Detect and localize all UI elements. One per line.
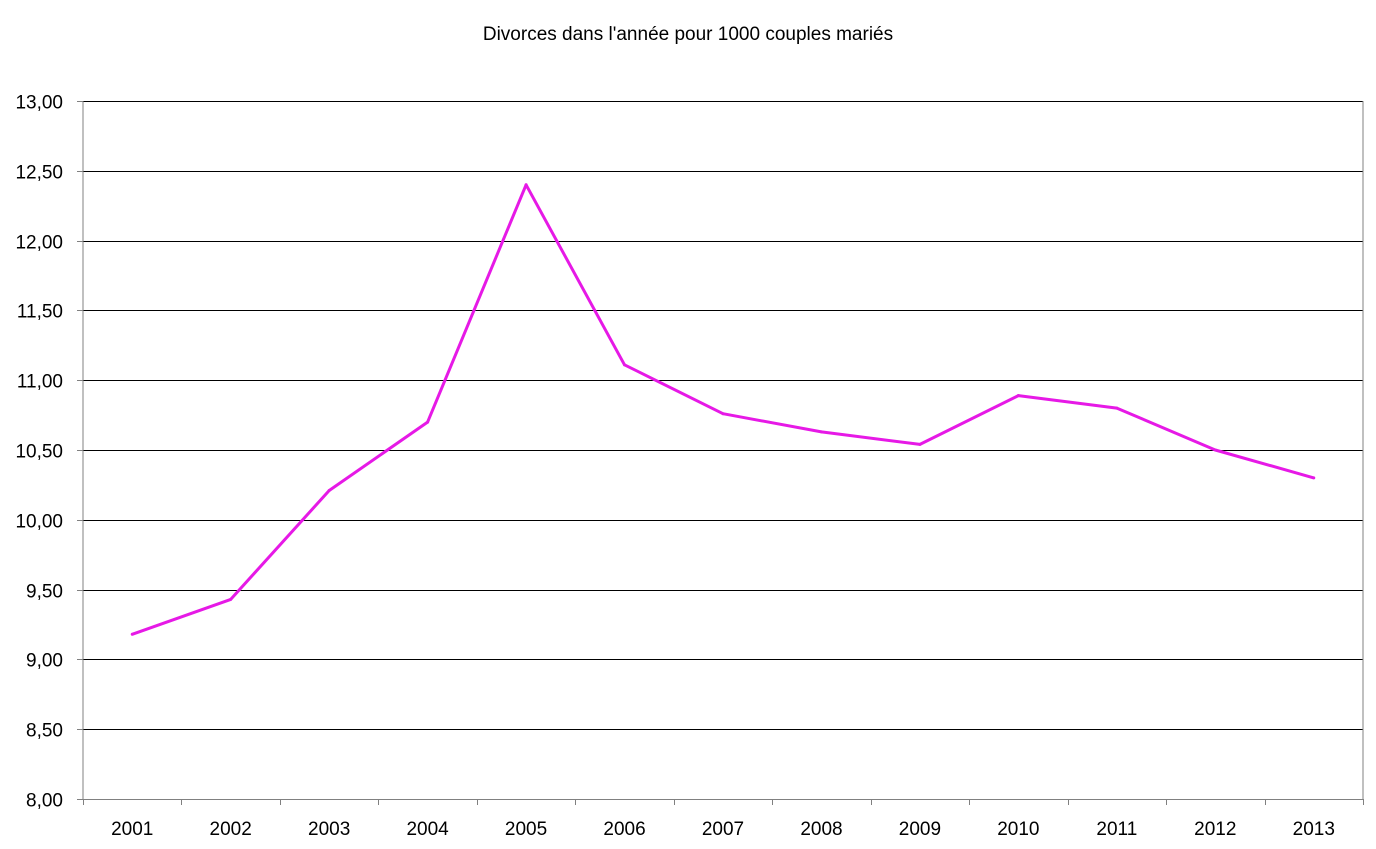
- y-tick-label: 9,50: [26, 582, 63, 603]
- data-point: [721, 412, 725, 416]
- y-tick-label: 11,50: [17, 302, 63, 323]
- x-axis-ticks: 2001 2002 2003 2004 2005 2006 2007 2008 2009 2010…: [83, 799, 1364, 840]
- data-point: [1115, 406, 1119, 410]
- x-tick-label: 2001: [111, 819, 153, 840]
- data-point: [819, 430, 823, 434]
- x-tick-label: 2006: [603, 819, 645, 840]
- data-point: [1016, 394, 1020, 398]
- data-point: [1312, 476, 1316, 480]
- y-tick-label: 8,50: [26, 721, 63, 742]
- data-point: [426, 420, 430, 424]
- y-tick-label: 9,00: [26, 651, 63, 672]
- y-tick-label: 10,00: [15, 512, 63, 533]
- x-tick-label: 2011: [1096, 819, 1137, 840]
- y-tick-label: 12,00: [15, 233, 63, 254]
- x-tick-label: 2008: [800, 819, 842, 840]
- x-tick-label: 2013: [1293, 819, 1335, 840]
- x-tick-label: 2007: [702, 819, 744, 840]
- y-tick-label: 12,50: [15, 163, 63, 184]
- data-point: [918, 442, 922, 446]
- data-point: [1213, 448, 1217, 452]
- x-tick-label: 2009: [899, 819, 941, 840]
- x-tick-label: 2012: [1194, 819, 1236, 840]
- x-tick-label: 2004: [406, 819, 449, 840]
- chart-title: Divorces dans l'année pour 1000 couples …: [482, 24, 894, 45]
- data-point: [327, 488, 331, 492]
- y-tick-label: 10,50: [15, 442, 63, 463]
- data-point: [623, 363, 627, 367]
- x-tick-label: 2005: [505, 819, 547, 840]
- y-tick-label: 11,00: [17, 372, 63, 393]
- series-group: [130, 183, 1316, 636]
- series-line: [131, 183, 1315, 636]
- y-tick-label: 8,00: [26, 791, 63, 812]
- x-tick-label: 2003: [308, 819, 350, 840]
- data-point: [229, 597, 233, 601]
- x-tick-label: 2010: [997, 819, 1039, 840]
- x-tick-label: 2002: [210, 819, 252, 840]
- y-tick-label: 13,00: [15, 93, 63, 114]
- y-axis-ticks: 8,00 8,50 9,00 9,50 10,00 10,50 11,00 11,50 12,0…: [15, 93, 83, 812]
- data-point: [130, 632, 134, 636]
- gridlines: [83, 101, 1363, 800]
- data-point: [524, 183, 528, 187]
